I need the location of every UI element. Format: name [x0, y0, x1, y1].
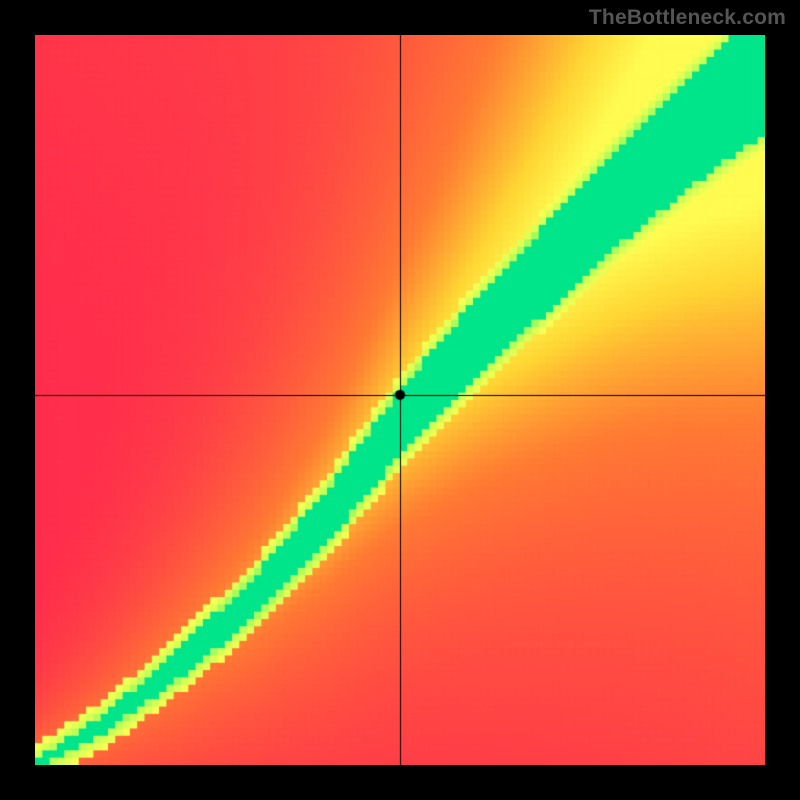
chart-container: TheBottleneck.com: [0, 0, 800, 800]
bottleneck-heatmap: [35, 35, 765, 765]
watermark-text: TheBottleneck.com: [589, 6, 786, 30]
